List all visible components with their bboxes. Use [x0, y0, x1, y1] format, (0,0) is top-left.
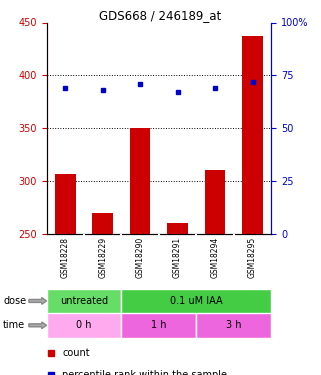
- Text: count: count: [62, 348, 90, 357]
- Text: 0 h: 0 h: [76, 320, 92, 330]
- Bar: [242, 36, 263, 234]
- Bar: [55, 174, 75, 234]
- Text: GDS668 / 246189_at: GDS668 / 246189_at: [100, 9, 221, 22]
- Text: GSM18294: GSM18294: [211, 237, 220, 278]
- Bar: [167, 223, 188, 234]
- Text: 1 h: 1 h: [151, 320, 167, 330]
- Bar: [130, 128, 151, 234]
- Text: GSM18291: GSM18291: [173, 237, 182, 278]
- Text: GSM18290: GSM18290: [136, 237, 145, 278]
- Text: untreated: untreated: [60, 296, 108, 306]
- Bar: [47, 313, 121, 338]
- Text: GSM18295: GSM18295: [248, 237, 257, 278]
- Bar: [47, 289, 121, 313]
- Bar: [121, 313, 196, 338]
- Text: GSM18229: GSM18229: [98, 237, 107, 278]
- Bar: [196, 313, 271, 338]
- Text: dose: dose: [3, 296, 26, 306]
- Text: 0.1 uM IAA: 0.1 uM IAA: [170, 296, 223, 306]
- Text: GSM18228: GSM18228: [61, 237, 70, 278]
- Text: time: time: [3, 320, 25, 330]
- Bar: [121, 289, 271, 313]
- Bar: [205, 170, 225, 234]
- Text: 3 h: 3 h: [226, 320, 241, 330]
- Text: percentile rank within the sample: percentile rank within the sample: [62, 370, 227, 375]
- Bar: [92, 213, 113, 234]
